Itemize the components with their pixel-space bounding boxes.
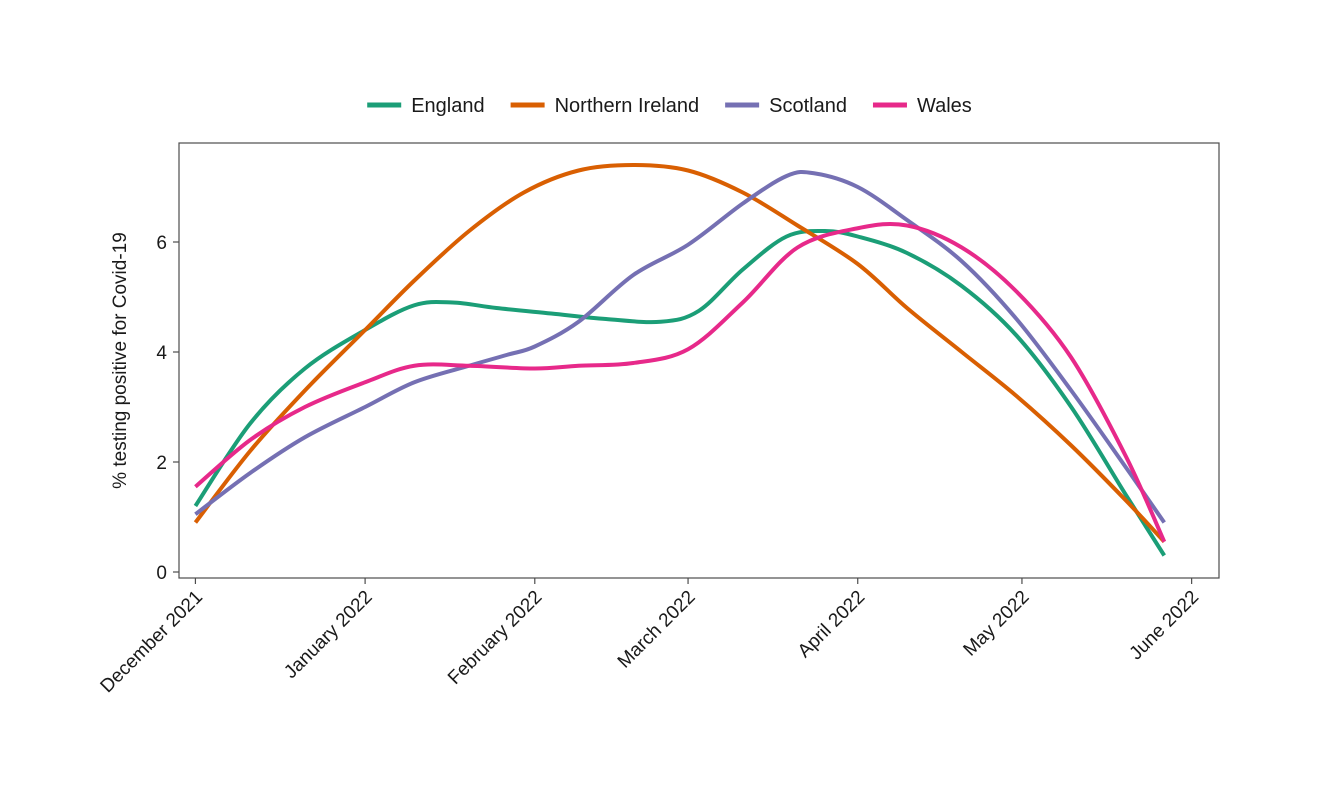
y-tick-label: 0: [156, 563, 167, 584]
x-tick-label: January 2022: [280, 587, 376, 683]
x-tick-label: May 2022: [960, 587, 1034, 661]
y-tick-label: 4: [156, 343, 167, 364]
x-tick-label: March 2022: [614, 587, 700, 673]
series-line-scotland: [194, 169, 1166, 524]
x-tick-label: June 2022: [1126, 587, 1204, 665]
y-tick-label: 2: [156, 453, 167, 474]
y-tick-label: 6: [156, 233, 167, 254]
legend: England Northern Ireland Scotland Wales: [367, 95, 972, 117]
legend-label-scotland: Scotland: [769, 95, 847, 117]
plot-frame: [178, 142, 1220, 579]
x-tick-label: February 2022: [444, 587, 546, 689]
legend-label-england: England: [411, 95, 484, 117]
legend-label-northern-ireland: Northern Ireland: [555, 95, 700, 117]
x-tick-label: April 2022: [794, 587, 869, 662]
y-axis-title: % testing positive for Covid-19: [110, 232, 131, 489]
legend-label-wales: Wales: [917, 95, 972, 117]
series-line-wales: [194, 221, 1167, 543]
series-line-northern-ireland: [193, 163, 1166, 544]
x-tick-label: December 2021: [97, 587, 207, 697]
